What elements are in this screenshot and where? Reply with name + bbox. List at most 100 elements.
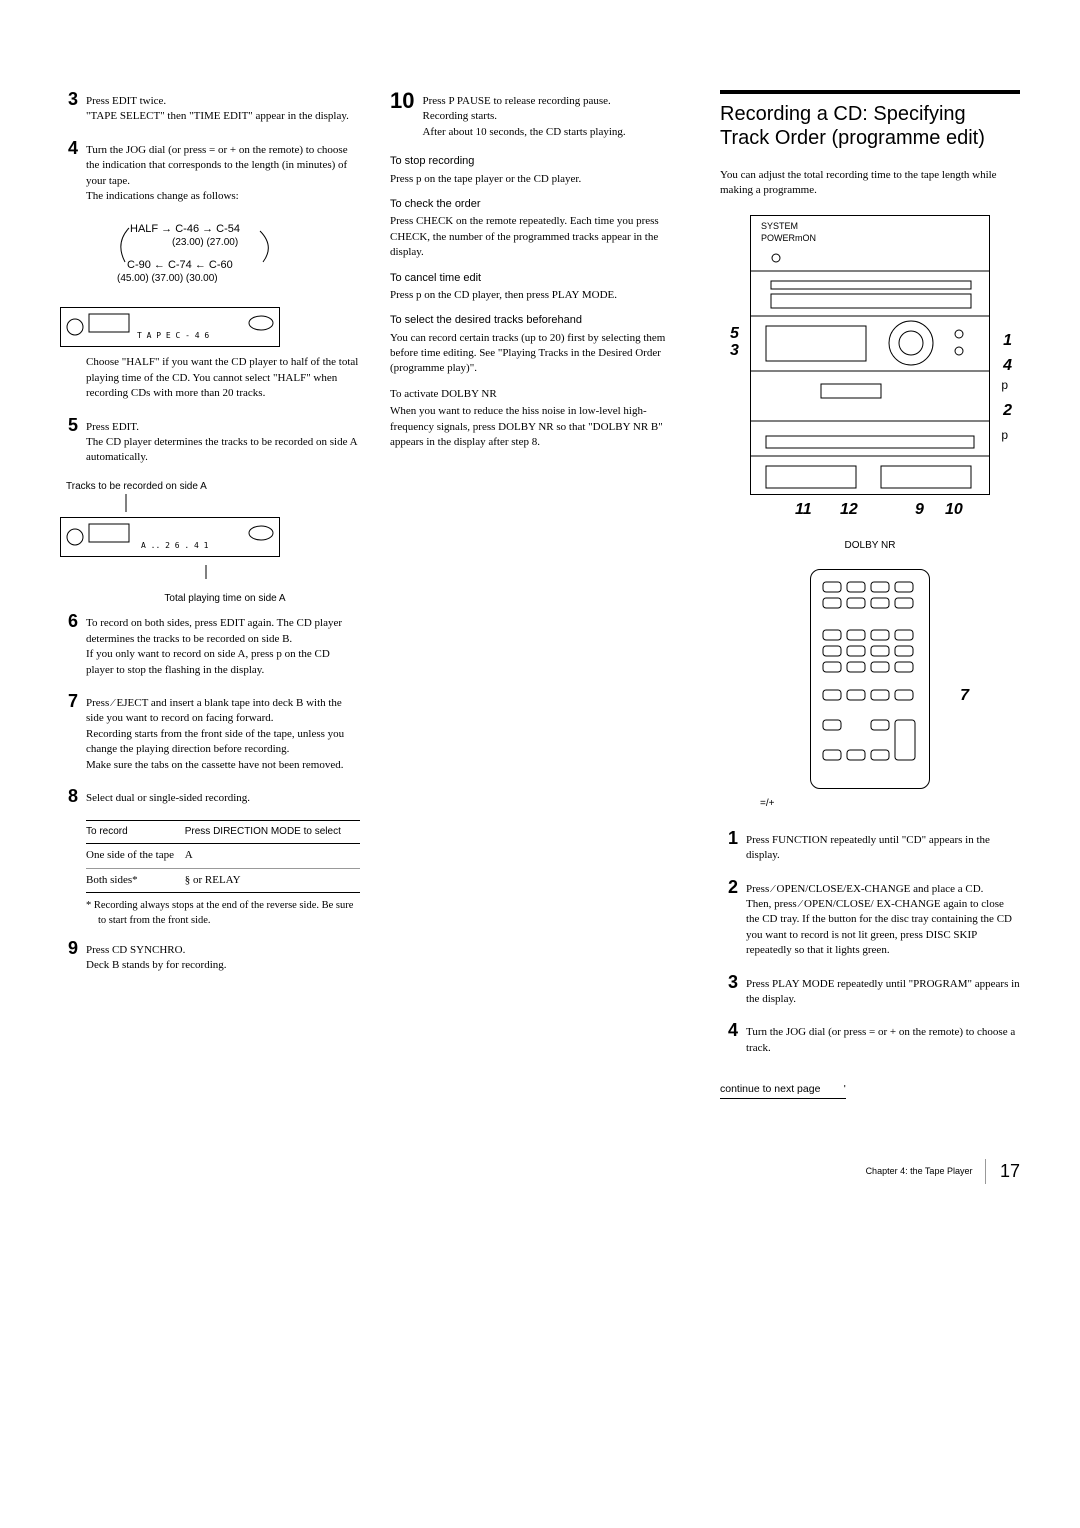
column-3: Recording a CD: Specifying Track Order (…: [720, 90, 1020, 1099]
step-4b: 4 Turn the JOG dial (or press = or + on …: [720, 1021, 1020, 1056]
column-1: 3 Press EDIT twice. "TAPE SELECT" then "…: [60, 90, 360, 1099]
step-number: 10: [390, 90, 414, 140]
step-9: 9 Press CD SYNCHRO. Deck B stands by for…: [60, 939, 360, 974]
page-number: 17: [985, 1159, 1020, 1184]
callout-7: 7: [960, 685, 969, 707]
p-label-2: p: [1001, 427, 1008, 444]
stereo-svg: [751, 216, 989, 494]
step-5: 5 Press EDIT. The CD player determines t…: [60, 416, 360, 466]
table-cell: One side of the tape: [86, 844, 185, 868]
step-3b: 3 Press PLAY MODE repeatedly until "PROG…: [720, 973, 1020, 1008]
callout-4: 4: [1003, 355, 1012, 377]
step-text: Press CD SYNCHRO. Deck B stands by for r…: [86, 939, 360, 974]
stereo-box: SYSTEM POWERmON: [750, 215, 990, 495]
callout-5: 5: [730, 323, 739, 345]
p-label-1: p: [1001, 377, 1008, 394]
cycle-svg: HALF → C-46 → C-54 (23.00) (27.00) C-90 …: [85, 218, 285, 288]
chapter-label: Chapter 4: the Tape Player: [866, 1159, 973, 1178]
cycle-bottom-row: C-90 ← C-74 ← C-60: [127, 259, 233, 271]
step-text: Press FUNCTION repeatedly until "CD" app…: [746, 829, 1020, 864]
cycle-top-row: HALF → C-46 → C-54: [130, 223, 240, 235]
callout-2: 2: [1003, 400, 1012, 422]
step-6: 6 To record on both sides, press EDIT ag…: [60, 612, 360, 678]
step-number: 5: [60, 416, 78, 466]
step-7: 7 Press ⁄ EJECT and insert a blank tape …: [60, 692, 360, 773]
cycle-bottom-times: (45.00) (37.00) (30.00): [117, 273, 218, 284]
section-intro: You can adjust the total recording time …: [720, 168, 1020, 199]
subhead-body: Press p on the tape player or the CD pla…: [390, 172, 690, 187]
step-10: 10 Press P PAUSE to release recording pa…: [390, 90, 690, 140]
step-4: 4 Turn the JOG dial (or press = or + on …: [60, 139, 360, 205]
table-header: Press DIRECTION MODE to select: [185, 821, 360, 844]
step-text: Press ⁄ OPEN/CLOSE/EX-CHANGE and place a…: [746, 878, 1020, 959]
column-2: 10 Press P PAUSE to release recording pa…: [390, 90, 690, 1099]
section-heading: Recording a CD: Specifying Track Order (…: [720, 90, 1020, 150]
step-text: Press EDIT. The CD player determines the…: [86, 416, 360, 466]
step-text: Press P PAUSE to release recording pause…: [422, 90, 690, 140]
step-number: 4: [720, 1021, 738, 1056]
step-text: To record on both sides, press EDIT agai…: [86, 612, 360, 678]
step-8: 8 Select dual or single-sided recording.: [60, 787, 360, 806]
callout-12: 12: [840, 499, 858, 521]
step-number: 8: [60, 787, 78, 806]
step-text: Press EDIT twice. "TAPE SELECT" then "TI…: [86, 90, 360, 125]
table-cell: A: [185, 844, 360, 868]
tracks-label: Tracks to be recorded on side A: [66, 480, 360, 494]
step-1: 1 Press FUNCTION repeatedly until "CD" a…: [720, 829, 1020, 864]
step-3: 3 Press EDIT twice. "TAPE SELECT" then "…: [60, 90, 360, 125]
step-number: 6: [60, 612, 78, 678]
dolby-nr-label: DOLBY NR: [720, 539, 1020, 553]
page-content: 3 Press EDIT twice. "TAPE SELECT" then "…: [60, 90, 1020, 1099]
subhead-body: You can record certain tracks (up to 20)…: [390, 331, 690, 377]
step-number: 7: [60, 692, 78, 773]
remote-eq-label: =/+: [760, 797, 1020, 811]
callout-11: 11: [795, 499, 812, 521]
callout-9: 9: [915, 499, 924, 521]
table-row: One side of the tape A: [86, 844, 360, 868]
callout-1: 1: [1003, 330, 1012, 352]
subhead-body: Press p on the CD player, then press PLA…: [390, 288, 690, 303]
table-cell: § or RELAY: [185, 868, 360, 892]
step-number: 2: [720, 878, 738, 959]
step-text: Press ⁄ EJECT and insert a blank tape in…: [86, 692, 360, 773]
remote-diagram: 7: [810, 569, 930, 789]
page-footer: Chapter 4: the Tape Player 17: [60, 1159, 1020, 1184]
cycle-arrow-right: [260, 231, 268, 262]
direction-mode-table: To record Press DIRECTION MODE to select…: [86, 820, 360, 893]
tracks-arrow-svg: [86, 494, 306, 512]
subhead-stop: To stop recording: [390, 154, 690, 169]
svg-text:T A P E C - 4 6: T A P E C - 4 6: [137, 331, 209, 340]
continue-next-page: continue to next page ': [720, 1082, 846, 1099]
display-svg: T A P E C - 4 6: [61, 308, 279, 346]
step-number: 3: [60, 90, 78, 125]
subhead-check: To check the order: [390, 197, 690, 212]
step-number: 4: [60, 139, 78, 205]
step-number: 9: [60, 939, 78, 974]
table-cell: Both sides*: [86, 868, 185, 892]
subhead-select: To select the desired tracks beforehand: [390, 313, 690, 328]
svg-text:A .. 2 6 . 4 1: A .. 2 6 . 4 1: [141, 541, 209, 550]
subhead-dolby: To activate DOLBY NR: [390, 387, 690, 402]
tape-length-cycle-diagram: HALF → C-46 → C-54 (23.00) (27.00) C-90 …: [85, 218, 360, 293]
table-header: To record: [86, 821, 185, 844]
step-2: 2 Press ⁄ OPEN/CLOSE/EX-CHANGE and place…: [720, 878, 1020, 959]
step-text: Turn the JOG dial (or press = or + on th…: [746, 1021, 1020, 1056]
step-text: Select dual or single-sided recording.: [86, 787, 360, 806]
step-number: 1: [720, 829, 738, 864]
remote-svg: [811, 570, 929, 788]
display-diagram-2: A .. 2 6 . 4 1: [60, 517, 280, 557]
stereo-diagram: SYSTEM POWERmON: [750, 215, 990, 495]
cycle-arrow-left: [121, 228, 129, 262]
total-arrow-svg: [86, 565, 306, 581]
step-number: 3: [720, 973, 738, 1008]
subhead-body: Press CHECK on the remote repeatedly. Ea…: [390, 214, 690, 260]
table-footnote: * Recording always stops at the end of t…: [86, 899, 360, 928]
display-diagram-1: T A P E C - 4 6: [60, 307, 280, 347]
cycle-top-times: (23.00) (27.00): [172, 237, 238, 248]
half-note: Choose "HALF" if you want the CD player …: [86, 355, 360, 401]
subhead-cancel: To cancel time edit: [390, 271, 690, 286]
total-playing-label: Total playing time on side A: [90, 592, 360, 606]
step-text: Turn the JOG dial (or press = or + on th…: [86, 139, 360, 205]
callout-10: 10: [945, 499, 963, 521]
table-row: Both sides* § or RELAY: [86, 868, 360, 892]
